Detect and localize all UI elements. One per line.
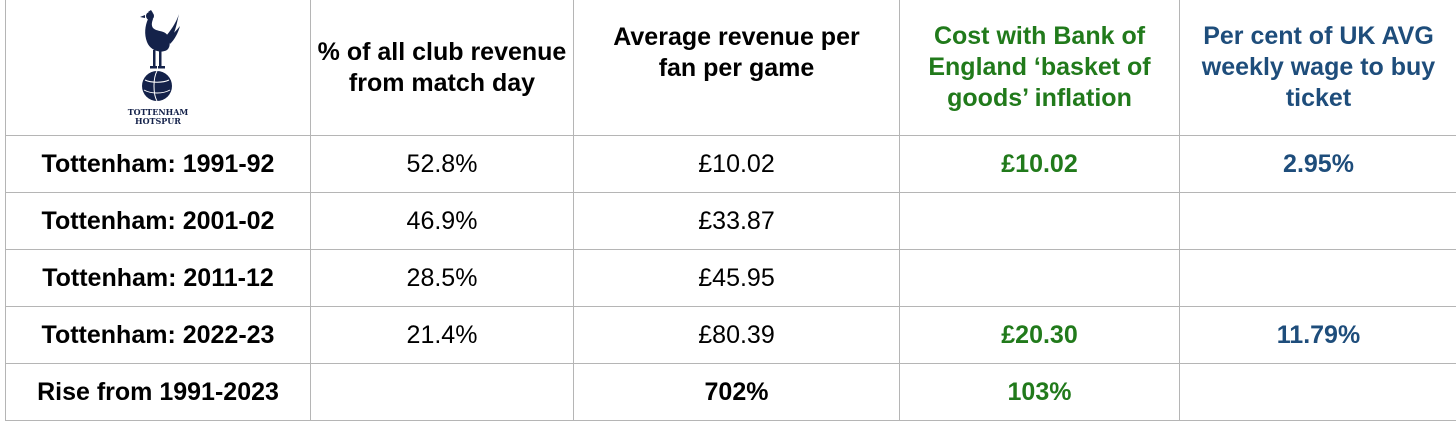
avg-revenue-cell: 702% [573, 363, 900, 421]
row-label: Tottenham: 2001-02 [5, 192, 311, 250]
matchday-share-cell [310, 363, 574, 421]
wage-share-cell: 11.79% [1179, 306, 1456, 364]
inflation-cost-cell [899, 249, 1180, 307]
wage-share-cell [1179, 249, 1456, 307]
wage-share-cell: 2.95% [1179, 135, 1456, 193]
logo-cell: TOTTENHAM HOTSPUR [5, 0, 311, 136]
inflation-cost-cell [899, 192, 1180, 250]
header-wage-share: Per cent of UK AVG weekly wage to buy ti… [1179, 0, 1456, 136]
header-avg-revenue: Average revenue per fan per game [573, 0, 900, 136]
revenue-comparison-table: TOTTENHAM HOTSPUR % of all club revenue … [5, 0, 1456, 421]
row-label: Rise from 1991-2023 [5, 363, 311, 421]
row-label: Tottenham: 2011-12 [5, 249, 311, 307]
header-avg-revenue-label: Average revenue per fan per game [613, 22, 860, 82]
logo-line-1: TOTTENHAM [127, 106, 189, 117]
row-label: Tottenham: 2022-23 [5, 306, 311, 364]
matchday-share-cell: 21.4% [310, 306, 574, 364]
table-row: Tottenham: 2001-02 46.9% £33.87 [5, 192, 1456, 250]
avg-revenue-cell: £10.02 [573, 135, 900, 193]
header-matchday-share-label: % of all club revenue from match day [317, 37, 567, 97]
table-row: Tottenham: 1991-92 52.8% £10.02 £10.02 2… [5, 135, 1456, 193]
table-row: Rise from 1991-2023 702% 103% [5, 363, 1456, 421]
inflation-cost-cell: £20.30 [899, 306, 1180, 364]
matchday-share-cell: 46.9% [310, 192, 574, 250]
matchday-share-cell: 52.8% [310, 135, 574, 193]
avg-revenue-cell: £33.87 [573, 192, 900, 250]
wage-share-cell [1179, 192, 1456, 250]
header-inflation-cost: Cost with Bank of England ‘basket of goo… [899, 0, 1180, 136]
inflation-cost-cell: 103% [899, 363, 1180, 421]
table-row: Tottenham: 2011-12 28.5% £45.95 [5, 249, 1456, 307]
avg-revenue-cell: £80.39 [573, 306, 900, 364]
logo-line-2: HOTSPUR [135, 115, 181, 126]
header-wage-share-label: Per cent of UK AVG weekly wage to buy ti… [1201, 22, 1436, 112]
club-logo: TOTTENHAM HOTSPUR [7, 1, 310, 135]
row-label: Tottenham: 1991-92 [5, 135, 311, 193]
cockerel-on-ball-icon [140, 9, 180, 101]
matchday-share-cell: 28.5% [310, 249, 574, 307]
wage-share-cell [1179, 363, 1456, 421]
header-row: TOTTENHAM HOTSPUR % of all club revenue … [5, 0, 1456, 136]
header-inflation-cost-label: Cost with Bank of England ‘basket of goo… [928, 22, 1151, 112]
header-matchday-share: % of all club revenue from match day [310, 0, 574, 136]
table-row: Tottenham: 2022-23 21.4% £80.39 £20.30 1… [5, 306, 1456, 364]
inflation-cost-cell: £10.02 [899, 135, 1180, 193]
avg-revenue-cell: £45.95 [573, 249, 900, 307]
logo-wordmark: TOTTENHAM HOTSPUR [127, 106, 189, 126]
